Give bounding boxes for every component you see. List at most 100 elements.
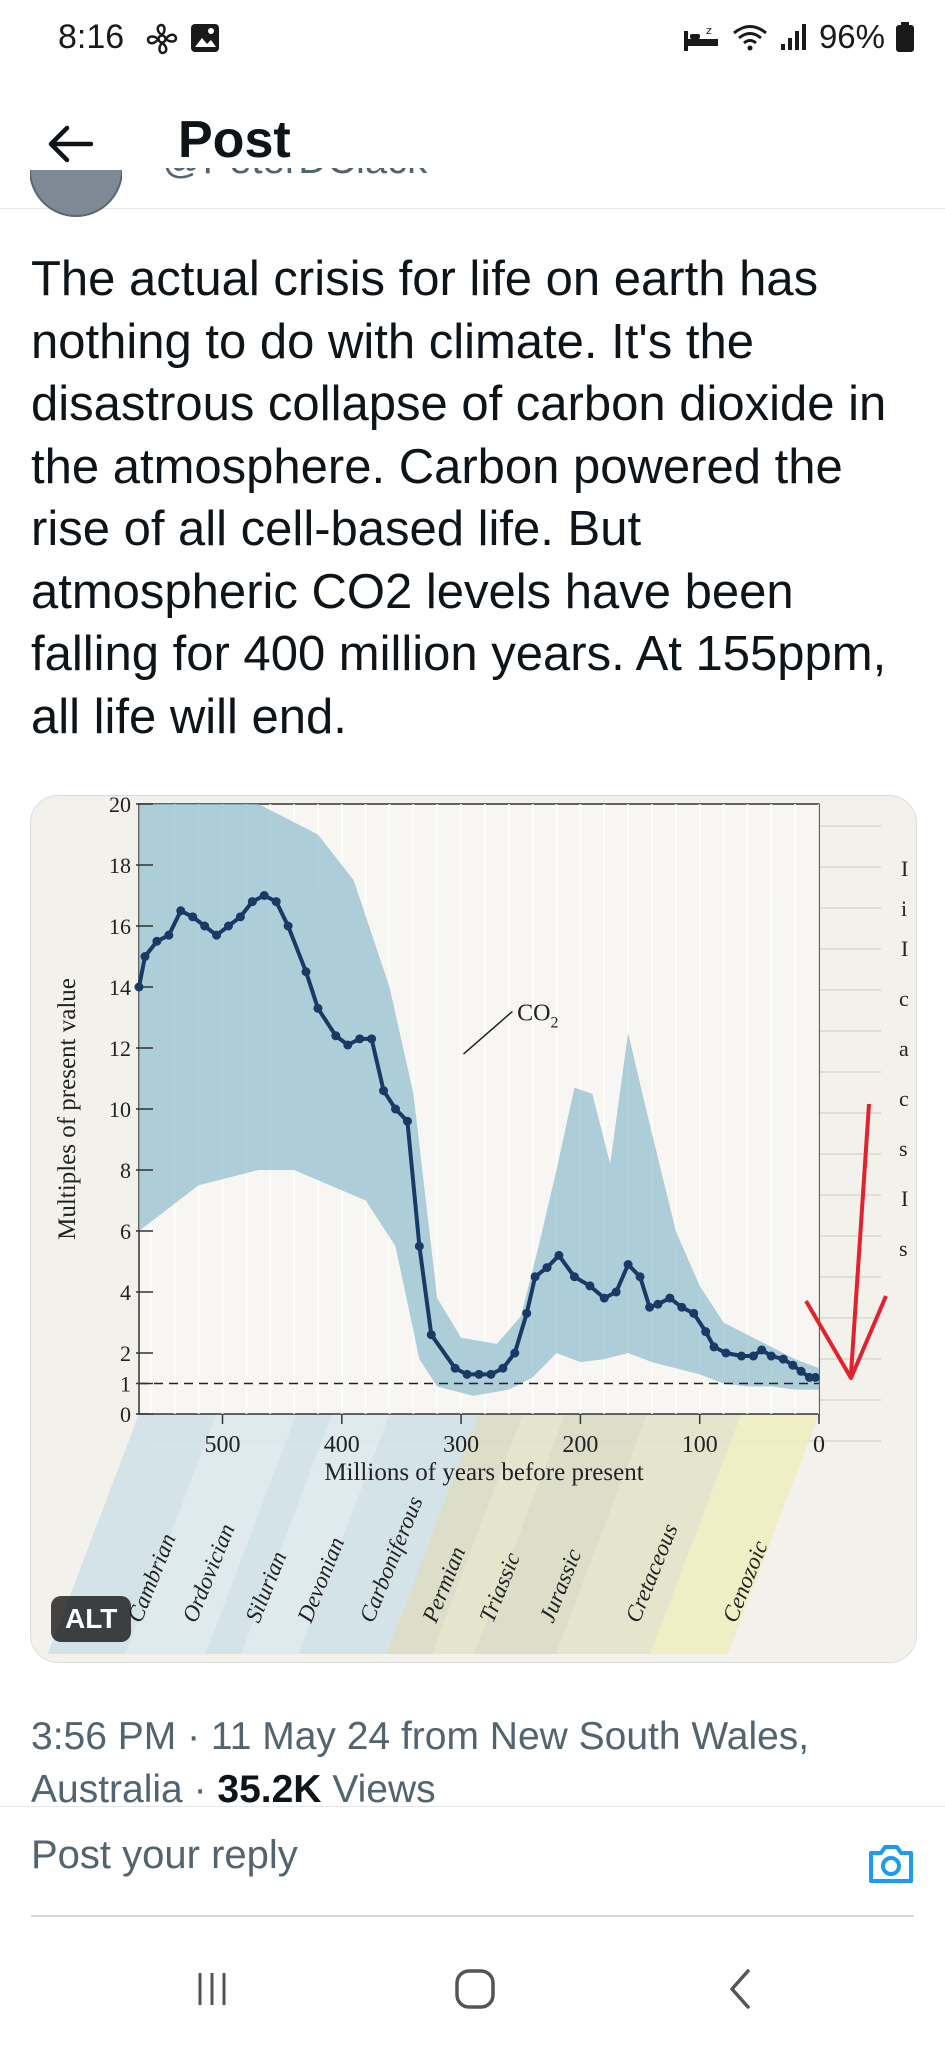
y-tick-label: 8 <box>120 1158 131 1183</box>
co2-data-point <box>645 1302 655 1312</box>
co2-data-point <box>748 1351 758 1361</box>
recent-apps-button[interactable] <box>182 1964 242 2014</box>
camera-icon <box>869 1845 913 1883</box>
co2-data-point <box>152 936 162 946</box>
alt-badge[interactable]: ALT <box>51 1596 132 1642</box>
co2-data-point <box>235 912 245 922</box>
x-tick-label: 100 <box>682 1432 718 1458</box>
battery-icon <box>896 22 914 52</box>
svg-text:c: c <box>899 1086 909 1111</box>
co2-data-point <box>223 921 233 931</box>
co2-data-point <box>721 1348 731 1358</box>
co2-data-point <box>355 1034 365 1044</box>
red-arrow-annotation <box>804 1103 888 1380</box>
y-tick-label: 12 <box>109 1036 131 1061</box>
system-navigation-bar <box>0 1930 945 2048</box>
co2-data-point <box>188 912 198 922</box>
co2-series-line <box>137 893 816 1380</box>
co2-data-point <box>522 1308 532 1318</box>
y-tick-label: 1 <box>120 1372 131 1397</box>
status-time: 8:16 <box>58 18 125 56</box>
home-icon <box>455 1969 495 2009</box>
home-button[interactable] <box>445 1964 505 2014</box>
back-arrow-icon <box>48 125 93 163</box>
y-tick-label: 18 <box>109 853 131 878</box>
y-tick-label: 2 <box>120 1341 131 1366</box>
co2-data-point <box>554 1250 564 1260</box>
post-meta: 3:56 PM · 11 May 24 from New South Wales… <box>31 1710 911 1816</box>
svg-text:I: I <box>901 1186 908 1211</box>
co2-data-point <box>200 921 210 931</box>
y-tick-label: 0 <box>120 1402 131 1427</box>
timestamp: 3:56 PM · 11 May 24 from New South Wales… <box>31 1715 810 1811</box>
svg-text:i: i <box>901 896 907 921</box>
co2-data-point <box>283 921 293 931</box>
co2-data-point <box>530 1272 540 1282</box>
co2-data-point <box>402 1116 412 1126</box>
co2-data-point <box>474 1369 484 1379</box>
x-axis-title: Millions of years before present <box>324 1459 643 1486</box>
status-bar: 8:16 z <box>0 0 945 80</box>
co2-data-point <box>623 1260 633 1270</box>
co2-data-point <box>426 1330 436 1340</box>
y-tick-label: 20 <box>109 796 131 817</box>
back-nav-button[interactable] <box>710 1964 770 2014</box>
co2-data-point <box>585 1281 595 1291</box>
co2-data-point <box>635 1272 645 1282</box>
camera-button[interactable] <box>865 1837 917 1889</box>
svg-text:I: I <box>901 856 908 881</box>
co2-data-point <box>510 1348 520 1358</box>
svg-text:s: s <box>899 1136 908 1161</box>
post-image[interactable]: 20 18 16 14 12 10 8 6 4 2 1 0 500 400 300 200 100 0 Multip… <box>30 795 917 1663</box>
y-tick-label: 6 <box>120 1219 131 1244</box>
co2-data-point <box>689 1308 699 1318</box>
co2-data-point <box>140 952 150 961</box>
post-text: The actual crisis for life on earth has … <box>31 252 887 744</box>
views-count[interactable]: 35.2K <box>217 1768 322 1811</box>
co2-data-point <box>367 1034 377 1044</box>
x-tick-label: 300 <box>443 1432 479 1458</box>
co2-data-point <box>247 897 257 907</box>
wifi-icon <box>732 25 767 51</box>
back-button[interactable] <box>40 114 100 174</box>
co2-data-point <box>212 930 222 940</box>
co2-data-point <box>331 1031 341 1041</box>
back-chevron-icon <box>730 1969 750 2009</box>
co2-data-point <box>450 1363 460 1373</box>
post-header: Post <box>0 90 945 209</box>
y-axis-title: Multiples of present value <box>54 978 81 1240</box>
uncertainty-band <box>139 804 819 1396</box>
co2-data-point <box>796 1366 806 1376</box>
co2-series-label: CO2 <box>517 1001 558 1032</box>
co2-data-point <box>313 1003 323 1013</box>
author-name[interactable]: @PeterDClack <box>162 168 432 208</box>
y-tick-label: 10 <box>109 1097 131 1122</box>
co2-data-point <box>788 1360 798 1370</box>
svg-text:z: z <box>706 24 712 37</box>
reply-bar: Post your reply <box>0 1806 945 1917</box>
co2-data-point <box>414 1241 424 1251</box>
co2-data-point <box>653 1299 663 1309</box>
x-tick-label: 400 <box>324 1432 360 1458</box>
co2-data-point <box>390 1104 400 1114</box>
reply-input[interactable]: Post your reply <box>31 1833 298 1877</box>
y-tick-label: 4 <box>120 1280 131 1305</box>
x-tick-label: 500 <box>205 1432 241 1458</box>
co2-data-point <box>766 1351 776 1361</box>
co2-data-point <box>271 897 281 907</box>
svg-text:c: c <box>899 986 909 1011</box>
co2-data-point <box>757 1345 767 1355</box>
co2-data-point <box>709 1342 719 1352</box>
signal-icon <box>780 24 806 50</box>
battery-percent: 96% <box>818 18 885 55</box>
co2-data-point <box>569 1272 579 1282</box>
reply-underline <box>31 1915 914 1917</box>
svg-text:I: I <box>901 936 908 961</box>
co2-data-point <box>542 1263 552 1273</box>
avatar[interactable] <box>30 170 122 224</box>
co2-data-point <box>486 1369 496 1379</box>
co2-data-point <box>701 1327 711 1337</box>
gallery-icon <box>191 24 219 52</box>
sleep-mode-icon: z <box>683 24 718 51</box>
page-margin-text: IiI cac sIs <box>899 856 909 1261</box>
